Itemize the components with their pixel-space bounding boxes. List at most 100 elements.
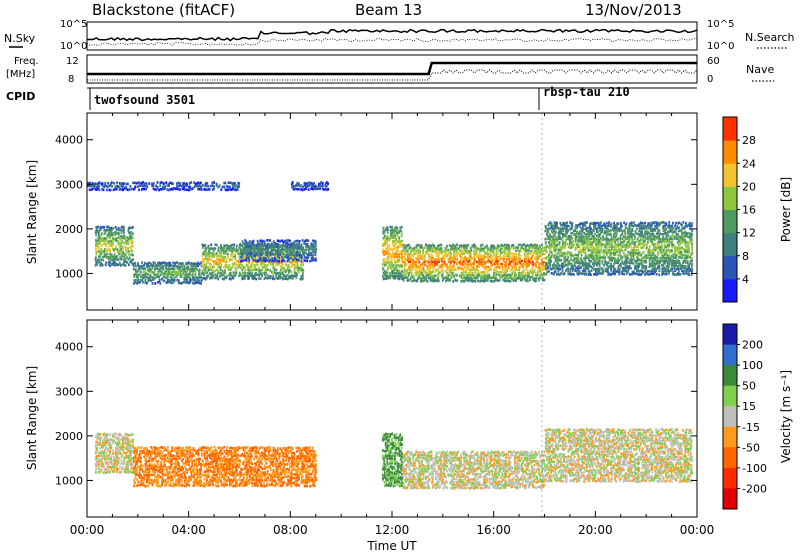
power-echo-cell [220,252,223,255]
power-echo-cell [234,266,237,270]
velocity-echo-cell [106,456,109,460]
power-echo-cell [641,225,644,228]
power-echo-cell [561,246,564,249]
power-echo-cell [158,280,161,284]
power-echo-cell [166,262,169,265]
power-echo-cell [124,253,127,257]
power-echo-cell [477,269,479,272]
velocity-echo-cell [101,445,103,449]
power-echo-cell [98,258,100,262]
power-echo-cell [243,247,245,250]
power-echo-cell [259,259,262,262]
velocity-echo-cell [113,462,116,465]
power-echo-cell [392,271,395,274]
power-echo-cell [480,279,483,282]
power-echo-cell [187,188,190,192]
power-echo-cell [203,252,206,256]
power-echo-cell [585,235,587,239]
power-echo-cell [202,266,205,270]
power-echo-cell [611,237,614,241]
power-echo-cell [286,245,289,248]
power-echo-cell [597,254,599,258]
power-echo-cell [593,264,595,267]
power-echo-cell [680,230,683,234]
power-echo-cell [562,262,565,266]
power-echo-cell [609,264,612,268]
power-echo-cell [291,242,294,246]
power-echo-cell [221,258,224,261]
power-echo-cell [591,266,594,270]
power-echo-cell [570,273,572,276]
power-echo-cell [596,241,599,244]
power-echo-cell [286,264,289,267]
power-echo-cell [601,243,604,246]
power-echo-cell [186,270,189,273]
velocity-echo-cell [108,440,110,444]
power-echo-cell [217,254,219,258]
power-echo-cell [447,260,450,264]
power-echo-cell [319,187,322,190]
power-echo-cell [398,277,401,281]
power-echo-cell [401,255,404,259]
power-echo-cell [126,239,128,243]
power-echo-cell [583,232,586,235]
power-echo-cell [223,277,225,281]
power-echo-cell [204,271,207,274]
power-echo-cell [267,256,270,260]
power-echo-cell [439,243,442,247]
power-echo-cell [312,239,314,243]
power-echo-cell [107,242,110,245]
power-echo-cell [598,268,601,271]
power-echo-cell [255,268,258,271]
power-echo-cell [204,247,207,250]
power-echo-cell [432,277,434,280]
power-echo-cell [684,238,686,242]
power-echo-cell [469,271,472,275]
power-echo-cell [682,221,685,224]
power-echo-cell [234,182,236,185]
power-echo-cell [381,267,384,270]
power-echo-cell [618,259,621,262]
power-echo-cell [95,233,98,237]
power-echo-cell [297,246,300,249]
velocity-echo-cell [104,460,107,464]
power-echo-cell [207,244,210,248]
velocity-echo-cell [115,457,118,461]
power-echo-cell [566,237,569,241]
power-echo-cell [511,258,514,261]
power-echo-cell [143,264,146,267]
power-echo-cell [413,278,416,282]
power-echo-cell [626,235,628,239]
power-echo-cell [220,263,223,266]
power-echo-cell [462,277,464,280]
power-echo-cell [580,257,582,260]
power-echo-cell [637,265,640,268]
power-echo-cell [581,264,584,267]
power-echo-cell [662,221,665,224]
power-echo-cell [270,242,273,246]
power-echo-cell [242,259,245,263]
power-echo-cell [203,250,206,253]
velocity-echo-cell [112,463,114,466]
power-echo-cell [645,265,648,268]
power-echo-cell [602,243,605,246]
power-echo-cell [289,247,292,250]
power-echo-cell [496,255,499,259]
power-echo-cell [296,254,299,257]
power-echo-cell [581,261,584,265]
power-echo-cell [296,265,299,269]
power-echo-cell [500,271,503,274]
power-echo-cell [481,274,484,278]
velocity-echo-cell [107,457,110,461]
power-echo-cell [307,253,310,256]
power-echo-cell [641,259,643,262]
power-echo-cell [524,257,526,261]
power-echo-cell [413,252,416,255]
power-echo-cell [687,224,690,227]
power-echo-cell [468,271,471,275]
power-echo-cell [543,257,546,260]
power-echo-cell [473,262,476,266]
power-echo-cell [435,247,438,250]
power-echo-cell [656,246,659,249]
power-echo-cell [248,259,251,262]
